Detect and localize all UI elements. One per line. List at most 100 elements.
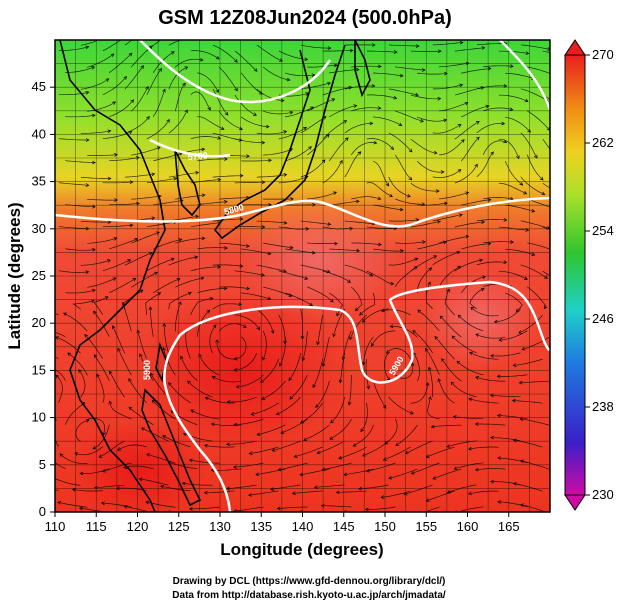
streamline-arrow	[465, 234, 470, 239]
streamline	[96, 374, 105, 403]
streamline-arrow	[490, 435, 494, 440]
streamline	[513, 439, 543, 448]
streamline	[300, 220, 331, 225]
streamline-arrow	[371, 342, 375, 347]
streamline-arrow	[195, 170, 200, 175]
streamline	[241, 248, 271, 255]
streamline	[58, 138, 89, 141]
streamline-arrow	[510, 240, 514, 244]
streamline-arrow	[85, 138, 90, 142]
y-tick-label: 25	[32, 268, 46, 283]
streamline-arrow	[399, 73, 404, 78]
streamline-arrow	[235, 384, 240, 389]
streamline	[80, 130, 111, 134]
streamline-arrow	[419, 118, 424, 123]
streamline-arrow	[414, 257, 419, 262]
streamline	[80, 78, 109, 90]
y-tick-label: 15	[32, 362, 46, 377]
streamline	[426, 446, 455, 458]
streamline	[175, 237, 205, 244]
streamline	[109, 203, 140, 206]
streamline	[513, 483, 543, 492]
streamline	[461, 243, 491, 250]
streamline	[542, 182, 550, 189]
streamline-arrow	[29, 310, 32, 313]
streamline	[307, 286, 334, 303]
streamline-arrow	[329, 436, 334, 440]
streamline-arrow	[458, 213, 463, 217]
streamline-arrow	[503, 139, 508, 144]
streamline-arrow	[85, 270, 90, 274]
streamline	[256, 308, 274, 334]
streamline	[262, 110, 293, 115]
streamline-arrow	[132, 278, 137, 282]
streamline	[300, 159, 326, 178]
streamline-arrow	[189, 458, 193, 463]
streamline	[284, 72, 315, 77]
streamline	[209, 324, 217, 354]
streamline-arrow	[226, 442, 230, 447]
streamline	[197, 158, 228, 162]
streamline	[366, 50, 397, 53]
streamline-arrow	[437, 378, 442, 383]
streamline	[87, 154, 118, 156]
streamline-arrow	[181, 481, 186, 486]
streamline-arrow	[195, 214, 200, 219]
streamline-arrow	[106, 259, 111, 263]
streamline-arrow	[467, 446, 472, 451]
streamline-arrow	[490, 151, 494, 156]
streamline	[146, 177, 177, 184]
streamline	[476, 85, 507, 90]
streamline-arrow	[520, 503, 524, 507]
streamline	[497, 374, 528, 377]
streamline-arrow	[276, 506, 281, 511]
streamline-arrow	[304, 57, 309, 62]
streamline	[256, 264, 287, 272]
streamline-arrow	[187, 380, 191, 385]
streamline-arrow	[170, 51, 175, 55]
streamline	[234, 226, 265, 228]
streamline	[65, 402, 86, 425]
streamline	[278, 175, 309, 184]
streamline	[351, 196, 381, 200]
streamline-arrow	[188, 506, 193, 511]
streamline-arrow	[474, 467, 479, 472]
streamline	[146, 119, 170, 140]
streamline	[322, 86, 352, 96]
streamline-arrow	[312, 384, 316, 388]
streamline-arrow	[184, 66, 189, 70]
streamline-arrow	[289, 395, 294, 400]
streamline	[99, 440, 125, 458]
y-tick-label: 0	[39, 504, 46, 519]
streamline	[234, 352, 257, 371]
streamline-arrow	[111, 325, 116, 330]
streamline	[454, 221, 485, 228]
streamline	[190, 409, 220, 420]
streamline-arrow	[203, 443, 208, 448]
streamline	[67, 352, 88, 376]
streamline-arrow	[415, 218, 420, 222]
streamline	[65, 66, 95, 74]
streamline	[432, 42, 463, 46]
streamline-arrow	[400, 249, 404, 253]
streamline	[190, 91, 211, 111]
streamline-arrow	[277, 467, 282, 472]
streamline-arrow	[435, 189, 440, 193]
streamline	[336, 490, 367, 493]
streamline	[55, 336, 81, 354]
streamline-arrow	[498, 338, 503, 342]
streamline-arrow	[286, 77, 291, 82]
x-tick-label: 150	[374, 519, 396, 534]
streamline-arrow	[511, 398, 516, 403]
streamline-arrow	[170, 257, 175, 262]
streamline	[234, 94, 257, 116]
streamline-arrow	[470, 306, 475, 311]
streamline	[498, 182, 527, 195]
streamline	[439, 102, 468, 112]
colorbar-tick-label: 270	[592, 47, 614, 62]
streamline-arrow	[166, 118, 170, 123]
streamline-arrow	[85, 418, 90, 423]
streamline	[322, 462, 352, 471]
streamline	[388, 258, 418, 266]
streamline	[454, 121, 480, 140]
